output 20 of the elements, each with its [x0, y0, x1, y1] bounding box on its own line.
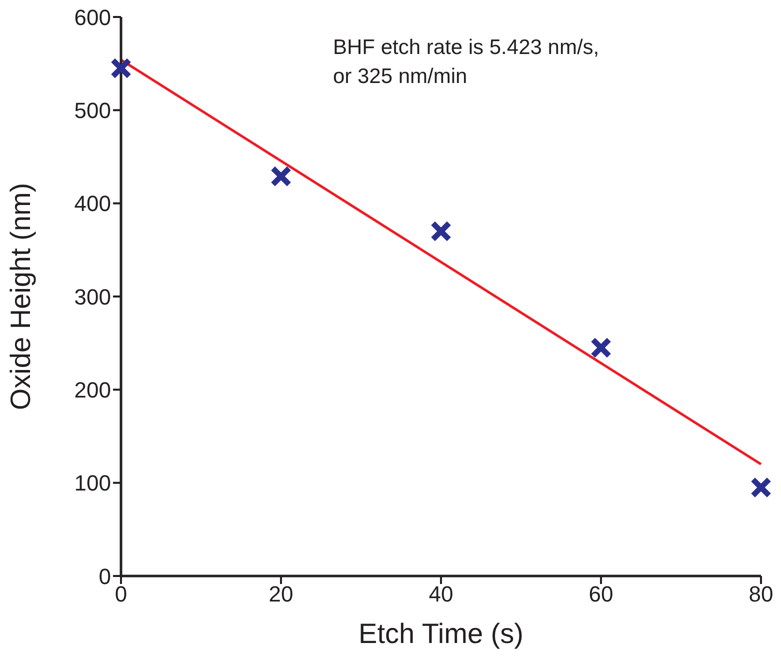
- y-tick-label: 300: [74, 284, 111, 310]
- x-axis-title: Etch Time (s): [358, 618, 524, 649]
- point: [752, 478, 770, 496]
- x-tick-label: 40: [428, 582, 454, 607]
- point: [432, 222, 450, 240]
- y-tick-label: 400: [74, 191, 111, 216]
- x-tick-label: 80: [748, 582, 774, 607]
- y-tick-label: 200: [74, 377, 111, 402]
- y-tick-label: 100: [74, 470, 111, 496]
- x-tick-label: 60: [588, 582, 614, 607]
- y-tick-label: 600: [74, 4, 111, 30]
- annotation: BHF etch rate is 5.423 nm/s, or 325 nm/min: [333, 35, 600, 90]
- point: [112, 59, 130, 77]
- y-axis-title: Oxide Height (nm): [4, 182, 36, 410]
- point: [272, 168, 290, 186]
- x-tick-label: 20: [268, 582, 294, 607]
- y-tick-label: 0: [98, 564, 111, 589]
- x-tick-label: 0: [114, 582, 128, 607]
- point: [592, 338, 610, 356]
- y-tick-label: 500: [74, 98, 111, 123]
